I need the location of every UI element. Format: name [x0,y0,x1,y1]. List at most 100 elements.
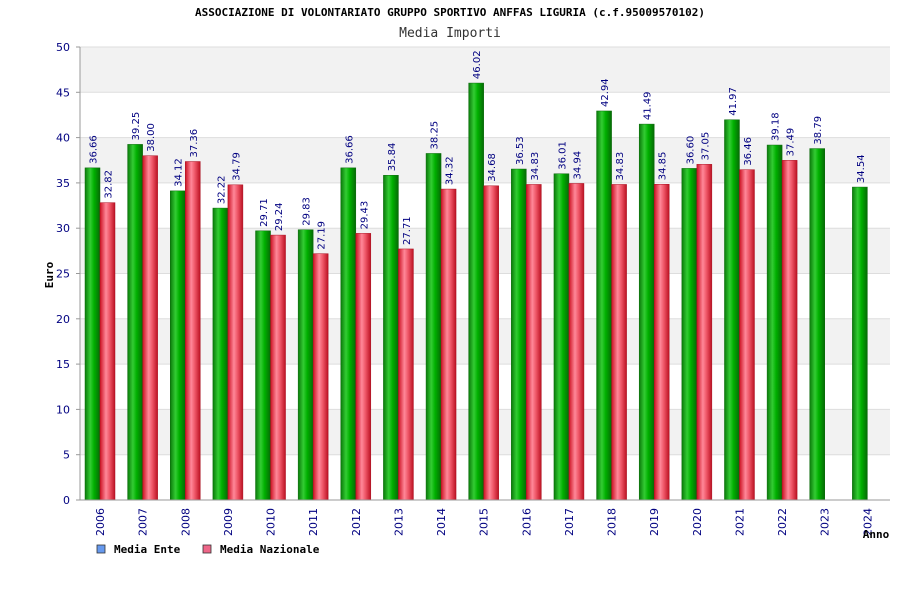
data-label: 27.19 [317,221,328,250]
y-tick-label: 0 [63,494,70,507]
data-label: 34.79 [231,152,242,181]
bar-media-ente-2014 [425,153,442,501]
data-label: 37.49 [786,128,797,157]
x-tick-label: 2019 [648,508,661,536]
data-label: 41.49 [643,91,654,120]
legend-swatch-media-ente [96,544,106,554]
data-label: 34.32 [445,156,456,185]
bar-media-nazionale-2006 [99,202,116,501]
x-tick-label: 2024 [861,508,874,536]
data-label: 34.83 [615,152,626,181]
x-tick-label: 2011 [307,508,320,536]
bars [84,82,868,501]
x-tick-label: 2016 [520,508,533,536]
x-tick-label: 2017 [563,508,576,536]
bar-media-nazionale-2021 [739,169,755,501]
x-tick-label: 2010 [265,508,278,536]
y-tick-label: 15 [56,358,70,371]
bar-media-nazionale-2013 [398,248,414,501]
data-label: 27.71 [402,216,413,245]
data-label: 37.36 [189,129,200,158]
y-tick-label: 45 [56,86,70,99]
y-axis-label: Euro [43,261,56,288]
y-axis-ticks: 0 5 10 15 20 25 30 35 40 45 50 [56,41,80,507]
data-label: 34.12 [174,158,185,187]
bar-media-ente-2017 [553,173,570,501]
x-tick-label: 2009 [222,508,235,536]
legend-label-media-nazionale: Media Nazionale [220,543,320,556]
x-tick-label: 2007 [137,508,150,536]
bar-media-ente-2006 [84,167,101,501]
x-axis-label: Anno [863,528,890,541]
data-label: 37.05 [700,132,711,161]
bar-media-nazionale-2018 [611,184,627,501]
data-label: 39.18 [771,112,782,141]
data-label: 29.43 [359,201,370,230]
plot-band [80,47,890,93]
bar-media-ente-2009 [212,207,229,501]
data-label: 34.85 [658,152,669,181]
data-label: 34.68 [487,153,498,182]
data-label: 41.97 [728,87,739,116]
bar-media-ente-2013 [383,175,399,501]
bar-media-ente-2015 [468,82,484,501]
bar-media-ente-2008 [170,190,186,501]
bar-media-nazionale-2017 [568,183,585,501]
legend-label-media-ente: Media Ente [114,543,181,556]
data-label: 46.02 [472,50,483,79]
bar-media-nazionale-2010 [270,234,286,501]
bar-media-ente-2024 [852,186,868,501]
data-label: 36.53 [515,136,526,165]
bar-media-nazionale-2007 [142,155,158,501]
bar-media-nazionale-2014 [440,188,457,501]
bar-media-ente-2016 [511,168,527,501]
bar-media-nazionale-2022 [781,160,798,501]
bar-media-ente-2012 [340,167,357,501]
bar-media-nazionale-2016 [526,184,542,501]
data-label: 32.82 [104,170,115,199]
x-tick-label: 2015 [478,508,491,536]
y-tick-label: 50 [56,41,70,54]
data-label: 38.25 [430,121,441,150]
data-label: 34.94 [572,151,583,180]
data-label: 35.84 [387,143,398,172]
legend-swatch-media-nazionale [202,544,212,554]
x-tick-label: 2008 [179,508,192,536]
data-label: 36.66 [344,135,355,164]
bar-media-ente-2011 [297,229,314,501]
x-tick-label: 2022 [776,508,789,536]
data-label: 36.60 [685,136,696,165]
bar-media-nazionale-2015 [483,185,499,501]
bar-media-ente-2023 [809,148,825,501]
bar-media-nazionale-2019 [653,184,670,501]
bar-media-ente-2018 [596,110,612,501]
y-tick-label: 35 [56,177,70,190]
x-tick-label: 2012 [350,508,363,536]
data-label: 29.71 [259,198,270,227]
data-label: 32.22 [216,175,227,204]
data-label: 36.46 [743,137,754,166]
plot-band [80,92,890,138]
y-tick-label: 30 [56,222,70,235]
data-label: 34.83 [530,152,541,181]
chart-subtitle: Media Importi [399,26,501,41]
data-label: 29.83 [302,197,313,226]
chart-title: ASSOCIAZIONE DI VOLONTARIATO GRUPPO SPOR… [195,6,705,19]
data-label: 36.66 [89,135,100,164]
bar-media-ente-2019 [638,123,655,501]
data-label: 29.24 [274,202,285,231]
y-tick-label: 25 [56,268,70,281]
bar-media-ente-2022 [766,144,783,501]
x-tick-label: 2023 [819,508,832,536]
bar-media-ente-2007 [127,144,143,501]
y-tick-label: 5 [63,449,70,462]
data-label: 38.79 [813,116,824,145]
y-tick-label: 20 [56,313,70,326]
y-tick-label: 40 [56,132,70,145]
data-label: 36.01 [557,141,568,170]
data-labels: 36.66 32.82 39.25 38.00 34.12 37.36 32.22 34.79… [89,50,867,249]
x-tick-label: 2020 [691,508,704,536]
bar-media-nazionale-2020 [696,164,713,501]
x-tick-label: 2006 [94,508,107,536]
